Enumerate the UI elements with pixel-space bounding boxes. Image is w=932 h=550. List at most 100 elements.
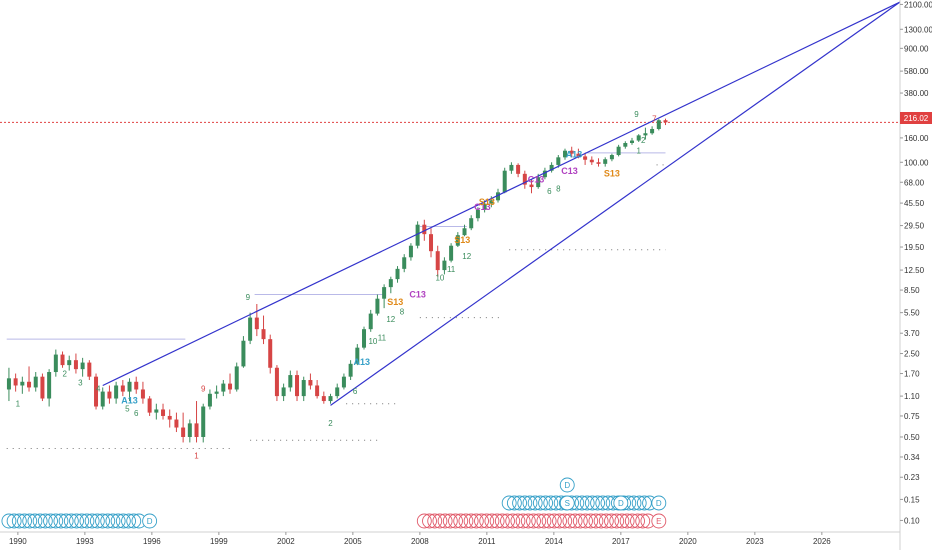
candle-body: [87, 362, 92, 377]
event-circle: [11, 513, 27, 529]
candle-body: [107, 391, 112, 399]
event-circle: [541, 513, 557, 529]
event-circle: [526, 513, 541, 529]
candle-body: [308, 380, 313, 386]
event-circle: [595, 495, 611, 511]
candle-body: [502, 170, 507, 193]
reference-lines: [6, 152, 666, 450]
count-number: 10: [435, 274, 444, 283]
candle-body: [33, 376, 38, 388]
event-circle: [510, 513, 526, 529]
candle-body: [583, 156, 588, 160]
y-tick-label: 0.75: [904, 412, 920, 421]
event-circle: [22, 513, 38, 529]
candle-body: [100, 391, 105, 407]
event-circle: [635, 513, 651, 529]
y-tick-label: 0.10: [904, 516, 920, 525]
x-tick-label: 1996: [143, 537, 161, 546]
event-circle: [484, 513, 500, 529]
event-circle: [115, 513, 131, 529]
event-circle: [562, 513, 578, 529]
candle-body: [221, 383, 226, 392]
y-tick-label: 45.50: [904, 199, 925, 208]
signal-label: C13: [474, 202, 491, 212]
x-tick-label: 2020: [679, 537, 697, 546]
event-circle: [552, 513, 567, 529]
last-price-badge-bg: [900, 112, 932, 124]
event-circle: [89, 513, 105, 529]
y-tick-label: 380.00: [904, 89, 929, 98]
event-circle: [532, 495, 548, 511]
candle-body: [516, 164, 521, 174]
candle-body: [335, 387, 340, 397]
candle-body: [274, 367, 279, 397]
event-circle: [522, 495, 538, 511]
event-circle: [506, 495, 522, 511]
event-circle: [579, 495, 595, 511]
candle-body: [268, 339, 273, 368]
candle-body: [630, 140, 635, 144]
count-number: 1: [16, 400, 21, 409]
event-circle: [598, 513, 614, 529]
candle-body: [429, 234, 434, 252]
candle-body: [234, 366, 239, 390]
candle-body: [288, 375, 293, 388]
event-circle: [43, 513, 58, 529]
candle-body: [576, 153, 581, 157]
x-tick-label: 2005: [344, 537, 362, 546]
event-circle: [494, 513, 510, 529]
event-circle: [95, 513, 110, 529]
candle-body: [254, 317, 259, 330]
count-number: 12: [386, 315, 395, 324]
last-price-badge: 216.02: [900, 112, 932, 124]
event-circle: [546, 513, 562, 529]
event-circle: [458, 513, 474, 529]
count-number: 8: [400, 308, 405, 317]
candle-body: [214, 391, 219, 394]
candle-body: [315, 385, 320, 397]
candle-body: [489, 200, 494, 204]
candle-body: [161, 409, 166, 416]
candle-body: [556, 157, 561, 165]
candle-body: [140, 389, 145, 399]
event-circle: [17, 513, 32, 529]
candle-body: [643, 133, 648, 136]
count-number: 9: [201, 385, 206, 394]
count-number: 1: [636, 147, 641, 156]
y-tick-label: 19.50: [904, 243, 925, 252]
count-number: 6: [547, 187, 552, 196]
count-number: 9: [246, 293, 251, 302]
event-circle: [619, 513, 635, 529]
signal-label: C13: [409, 289, 426, 299]
event-circle: [84, 513, 100, 529]
candle-body: [295, 375, 300, 397]
event-circle: [105, 513, 121, 529]
event-circle: [527, 495, 543, 511]
candle-body: [281, 387, 286, 397]
candle-body: [469, 218, 474, 229]
trendline: [330, 1, 901, 406]
candle-body: [422, 224, 427, 235]
event-circle: [630, 513, 645, 529]
candle-body: [522, 173, 527, 185]
event-circle: [6, 513, 22, 529]
y-tick-label: 68.00: [904, 178, 925, 187]
event-circle: [27, 513, 43, 529]
candles: [6, 118, 668, 443]
candle-body: [563, 150, 568, 158]
candle-body: [395, 268, 400, 280]
event-circle: [631, 495, 647, 511]
signal-label: C13: [528, 174, 545, 184]
event-circle: [588, 513, 604, 529]
candle-body: [569, 150, 574, 154]
event-circle: [468, 513, 484, 529]
candle-body: [60, 354, 65, 366]
trendlines[interactable]: [102, 1, 901, 406]
y-tick-label: 0.23: [904, 473, 920, 482]
candle-body: [40, 376, 45, 399]
event-circle: [578, 513, 593, 529]
candle-body: [53, 354, 58, 373]
event-circle: [501, 495, 517, 511]
